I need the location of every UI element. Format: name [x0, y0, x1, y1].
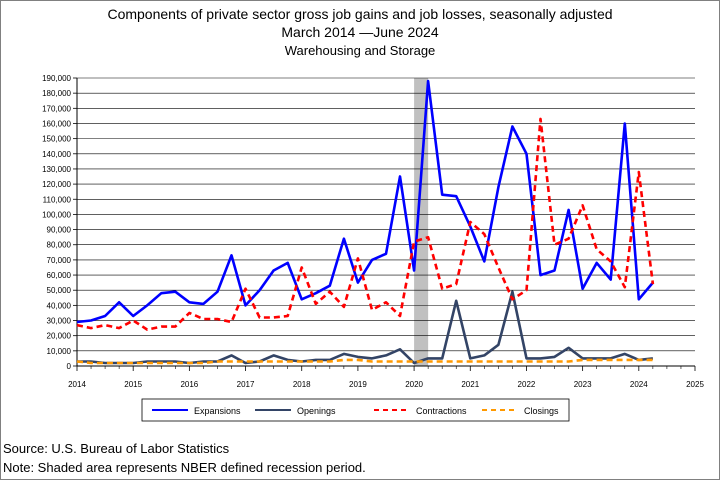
y-tick-label: 170,000	[42, 104, 71, 113]
x-tick-label: 2020	[405, 380, 423, 389]
x-tick-label: 2025	[686, 380, 704, 389]
y-tick-label: 180,000	[42, 89, 71, 98]
series-line-openings	[77, 290, 654, 365]
y-tick-label: 160,000	[42, 119, 71, 128]
y-tick-label: 10,000	[47, 347, 72, 356]
chart-subtitle-date-range: March 2014 —June 2024	[281, 24, 439, 40]
y-tick-label: 130,000	[42, 165, 71, 174]
series-line-closings	[76, 358, 653, 365]
y-tick-label: 30,000	[47, 317, 72, 326]
y-tick-label: 40,000	[47, 301, 72, 310]
y-tick-label: 120,000	[42, 180, 71, 189]
x-tick-label: 2023	[574, 380, 592, 389]
chart-subtitle-industry: Warehousing and Storage	[284, 43, 436, 58]
x-tick-label: 2016	[180, 380, 198, 389]
legend-label-closings: Closings	[524, 406, 559, 416]
series-line-expansions	[76, 79, 654, 324]
y-tick-label: 150,000	[42, 135, 71, 144]
y-tick-label: 100,000	[42, 210, 71, 219]
recession-band	[414, 78, 429, 366]
legend-label-expansions: Expansions	[194, 406, 241, 416]
y-tick-label: 60,000	[47, 271, 72, 280]
y-tick-label: 110,000	[43, 195, 72, 204]
x-tick-label: 2022	[518, 380, 536, 389]
recession-note: Note: Shaded area represents NBER define…	[3, 460, 366, 475]
y-tick-label: 50,000	[47, 286, 72, 295]
x-tick-label: 2024	[630, 380, 648, 389]
y-tick-label: 140,000	[42, 150, 71, 159]
series-line-contractions	[76, 117, 655, 331]
source-note: Source: U.S. Bureau of Labor Statistics	[3, 441, 230, 456]
legend-box	[141, 398, 570, 422]
chart-title: Components of private sector gross job g…	[107, 6, 613, 22]
legend-label-contractions: Contractions	[416, 406, 467, 416]
x-tick-label: 2017	[237, 380, 255, 389]
y-tick-label: 90,000	[47, 226, 72, 235]
y-tick-label: 0	[67, 362, 72, 371]
x-tick-label: 2014	[68, 380, 86, 389]
x-tick-label: 2019	[349, 380, 367, 389]
x-tick-label: 2015	[124, 380, 142, 389]
y-tick-label: 20,000	[47, 332, 72, 341]
x-tick-label: 2018	[293, 380, 311, 389]
legend-label-openings: Openings	[297, 406, 336, 416]
y-tick-label: 80,000	[47, 241, 72, 250]
y-tick-label: 190,000	[42, 74, 71, 83]
y-tick-label: 70,000	[47, 256, 72, 265]
x-tick-label: 2021	[461, 380, 479, 389]
